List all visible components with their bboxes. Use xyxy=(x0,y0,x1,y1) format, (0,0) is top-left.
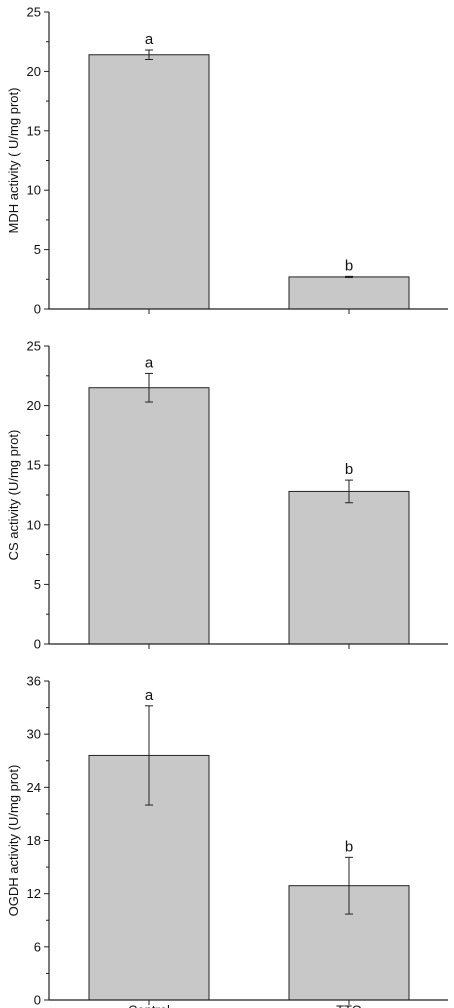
y-axis-label: OGDH activity (U/mg prot) xyxy=(6,765,21,917)
chart-panel-1: a b 0 5 10 15 20 25 MDH activity ( U/mg prot) xyxy=(6,5,448,317)
bar-tto xyxy=(288,276,410,310)
significance-letter: b xyxy=(345,461,353,478)
y-tick-label: 6 xyxy=(34,939,41,954)
significance-letter: a xyxy=(145,687,154,704)
chart-panel-2: a b 0 5 10 15 20 25 CS activity (U/mg prot) xyxy=(6,339,448,652)
y-tick-label: 24 xyxy=(27,780,41,795)
y-tick-label: 0 xyxy=(34,302,41,317)
y-tick-label: 0 xyxy=(34,637,41,652)
y-tick-label: 0 xyxy=(34,993,41,1008)
x-tick-label: Control xyxy=(128,1003,170,1008)
y-tick-label: 25 xyxy=(27,5,41,20)
significance-letter: a xyxy=(145,31,154,48)
y-tick-label: 30 xyxy=(27,727,41,742)
y-tick-label: 20 xyxy=(27,398,41,413)
significance-letter: a xyxy=(145,354,154,371)
y-tick-label: 15 xyxy=(27,458,41,473)
bar-control xyxy=(88,54,210,310)
chart-panel-3: a b 0 6 12 18 24 30 36 OGDH activity (U/mg prot) C… xyxy=(6,674,448,1008)
y-tick-label: 18 xyxy=(27,833,41,848)
significance-letter: b xyxy=(345,838,353,855)
y-tick-label: 15 xyxy=(27,123,41,138)
y-tick-label: 5 xyxy=(34,242,41,257)
x-tick-label: TTO xyxy=(336,1003,362,1008)
bar-control xyxy=(88,387,210,645)
y-tick-label: 36 xyxy=(27,674,41,689)
bar-tto xyxy=(288,490,410,645)
y-tick-label: 5 xyxy=(34,577,41,592)
y-tick-label: 10 xyxy=(27,183,41,198)
y-axis-label: CS activity (U/mg prot) xyxy=(6,430,21,561)
y-axis-label: MDH activity ( U/mg prot) xyxy=(6,88,21,234)
y-tick-label: 12 xyxy=(27,886,41,901)
y-tick-label: 25 xyxy=(27,339,41,354)
significance-letter: b xyxy=(345,257,353,274)
y-tick-label: 10 xyxy=(27,517,41,532)
y-tick-label: 20 xyxy=(27,64,41,79)
